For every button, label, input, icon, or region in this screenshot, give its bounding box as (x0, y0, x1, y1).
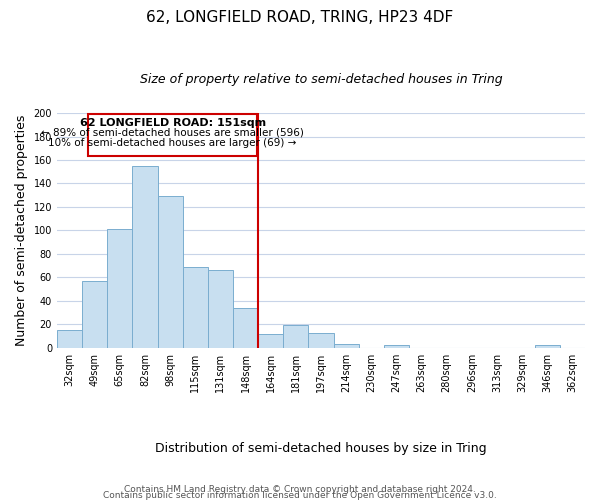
Bar (233, 308, 258, 348)
Bar (107, 229, 133, 348)
Bar (334, 344, 359, 348)
Bar (82, 281, 107, 348)
Text: 10% of semi-detached houses are larger (69) →: 10% of semi-detached houses are larger (… (49, 138, 297, 147)
Bar (57, 330, 82, 348)
X-axis label: Distribution of semi-detached houses by size in Tring: Distribution of semi-detached houses by … (155, 442, 487, 455)
Text: 62 LONGFIELD ROAD: 151sqm: 62 LONGFIELD ROAD: 151sqm (80, 118, 266, 128)
Text: ← 89% of semi-detached houses are smaller (596): ← 89% of semi-detached houses are smalle… (41, 128, 304, 138)
Text: Contains public sector information licensed under the Open Government Licence v3: Contains public sector information licen… (103, 490, 497, 500)
Y-axis label: Number of semi-detached properties: Number of semi-detached properties (15, 114, 28, 346)
Bar (535, 346, 560, 348)
Title: Size of property relative to semi-detached houses in Tring: Size of property relative to semi-detach… (140, 72, 502, 86)
Bar (133, 166, 158, 348)
Text: Contains HM Land Registry data © Crown copyright and database right 2024.: Contains HM Land Registry data © Crown c… (124, 484, 476, 494)
FancyBboxPatch shape (88, 114, 257, 156)
Bar (308, 332, 334, 348)
Bar (258, 334, 283, 348)
Bar (158, 196, 182, 348)
Bar (208, 270, 233, 348)
Bar (283, 326, 308, 348)
Bar (182, 267, 208, 348)
Bar (384, 346, 409, 348)
Text: 62, LONGFIELD ROAD, TRING, HP23 4DF: 62, LONGFIELD ROAD, TRING, HP23 4DF (146, 10, 454, 25)
